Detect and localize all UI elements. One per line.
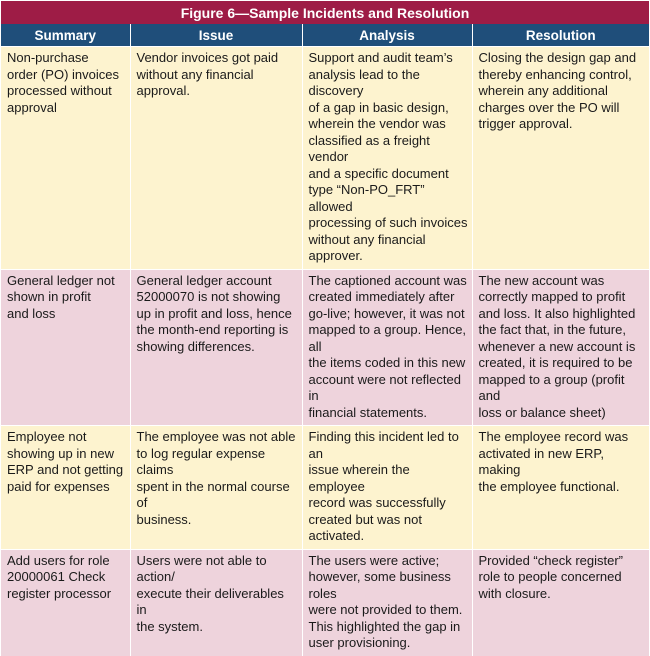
resolution-cell: Provided “check register” role to people… [471, 548, 649, 656]
issue-cell: General ledger account 52000070 is not s… [129, 268, 302, 426]
cell-text: The captioned account was created immedi… [308, 272, 467, 420]
cell-text: The employee record was activated in new… [478, 429, 629, 494]
cell-text: Closing the design gap and thereby enhan… [478, 50, 637, 131]
cell-text: Users were not able to action/ execute t… [136, 552, 284, 634]
cell-text: Finding this incident led to an issue wh… [308, 429, 459, 543]
table-row: Non-purchase order (PO) invoices process… [1, 46, 649, 269]
table-row: Add users for role 20000061 Check regist… [1, 548, 649, 656]
header-row: Summary Issue Analysis Resolution [1, 24, 649, 47]
cell-text: General ledger not shown in profit and l… [7, 272, 115, 321]
cell-text: Provided “check register” role to people… [478, 552, 624, 601]
analysis-cell: The users were active; however, some bus… [301, 548, 472, 656]
analysis-cell: Support and audit team’s analysis lead t… [301, 46, 472, 269]
cell-text: Add users for role 20000061 Check regist… [7, 552, 112, 601]
issue-cell: The employee was not able to log regular… [129, 425, 302, 549]
summary-cell: General ledger not shown in profit and l… [1, 268, 130, 426]
resolution-cell: The employee record was activated in new… [471, 425, 649, 549]
incidents-table: Summary Issue Analysis Resolution Non-pu… [1, 24, 649, 656]
cell-text: Employee not showing up in new ERP and n… [7, 429, 124, 494]
cell-text: The new account was correctly mapped to … [478, 272, 636, 420]
table-row: Employee not showing up in new ERP and n… [1, 425, 649, 549]
analysis-cell: The captioned account was created immedi… [301, 268, 472, 426]
summary-cell: Employee not showing up in new ERP and n… [1, 425, 130, 549]
issue-cell: Users were not able to action/ execute t… [129, 548, 302, 656]
resolution-cell: The new account was correctly mapped to … [471, 268, 649, 426]
cell-text: Vendor invoices got paid without any fin… [136, 50, 279, 98]
summary-cell: Add users for role 20000061 Check regist… [1, 548, 130, 656]
cell-text: Support and audit team’s analysis lead t… [308, 50, 468, 263]
analysis-cell: Finding this incident led to an issue wh… [301, 425, 472, 549]
figure-title: Figure 6—Sample Incidents and Resolution [1, 1, 649, 24]
cell-text: The users were active; however, some bus… [308, 552, 463, 651]
cell-text: The employee was not able to log regular… [136, 429, 296, 527]
column-header-issue: Issue [129, 24, 302, 47]
column-header-summary: Summary [1, 24, 130, 47]
issue-cell: Vendor invoices got paid without any fin… [129, 46, 302, 269]
column-header-analysis: Analysis [301, 24, 472, 47]
cell-text: Non-purchase order (PO) invoices process… [7, 50, 119, 115]
table-row: General ledger not shown in profit and l… [1, 268, 649, 426]
column-header-resolution: Resolution [471, 24, 649, 47]
cell-text: General ledger account 52000070 is not s… [136, 272, 292, 354]
resolution-cell: Closing the design gap and thereby enhan… [471, 46, 649, 269]
summary-cell: Non-purchase order (PO) invoices process… [1, 46, 130, 269]
